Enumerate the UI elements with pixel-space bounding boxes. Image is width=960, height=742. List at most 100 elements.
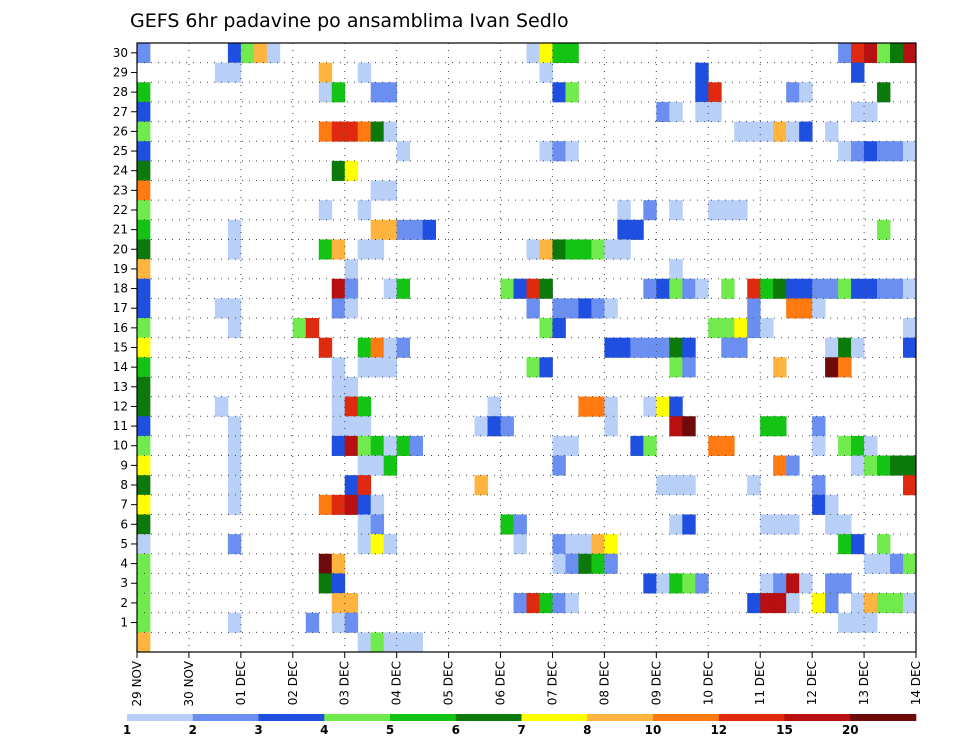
x-tick-label: 05 DEC xyxy=(442,661,456,705)
heatmap-cell xyxy=(656,101,670,122)
heatmap-cell xyxy=(331,494,346,515)
heatmap-cell xyxy=(137,494,151,515)
y-tick-label: 29 xyxy=(113,65,128,79)
heatmap-cell xyxy=(838,141,852,162)
heatmap-cell xyxy=(669,101,683,122)
heatmap-cell xyxy=(552,43,566,64)
heatmap-cell xyxy=(669,514,683,535)
heatmap-cell xyxy=(539,62,553,83)
heatmap-cell xyxy=(357,632,372,653)
heatmap-cell xyxy=(578,239,592,260)
heatmap-cell xyxy=(877,593,891,614)
y-tick-label: 6 xyxy=(120,517,128,531)
heatmap-cell xyxy=(695,278,709,299)
heatmap-cell xyxy=(370,514,385,535)
y-tick-label: 26 xyxy=(113,124,128,138)
heatmap-cell xyxy=(565,298,579,319)
heatmap-cell xyxy=(487,416,501,437)
heatmap-cell xyxy=(357,357,372,378)
heatmap-cell xyxy=(786,278,800,299)
heatmap-cell xyxy=(695,101,709,122)
heatmap-cell xyxy=(565,435,579,456)
colorbar-label: 8 xyxy=(583,723,591,737)
heatmap-cell xyxy=(396,337,411,358)
heatmap-cell xyxy=(656,475,670,496)
heatmap-cell xyxy=(344,259,359,280)
y-tick-label: 9 xyxy=(120,458,128,472)
heatmap-cell xyxy=(565,593,579,614)
heatmap-cell xyxy=(838,573,852,594)
colorbar: 1 2 3 4 5 6 7 8 10 12 15 20 xyxy=(123,714,917,737)
heatmap-cell xyxy=(318,200,333,221)
heatmap-cell xyxy=(825,514,839,535)
heatmap-cell xyxy=(591,396,605,417)
heatmap-cell xyxy=(305,318,320,339)
heatmap-cell xyxy=(851,593,865,614)
heatmap-cell xyxy=(344,376,359,398)
heatmap-cell xyxy=(357,416,372,437)
heatmap-cell xyxy=(552,298,566,319)
colorbar-segment xyxy=(192,714,259,721)
heatmap-cell xyxy=(227,298,242,319)
x-tick-label: 11 DEC xyxy=(753,661,767,705)
heatmap-cell xyxy=(721,200,735,221)
heatmap-cell xyxy=(214,62,229,83)
heatmap-cell xyxy=(669,337,683,358)
heatmap-cell xyxy=(396,632,411,653)
heatmap-cell xyxy=(370,82,385,103)
heatmap-cell xyxy=(253,43,268,64)
heatmap-cell xyxy=(357,62,372,83)
y-tick-label: 7 xyxy=(120,498,128,512)
heatmap-cell xyxy=(331,376,346,398)
heatmap-cell xyxy=(877,82,891,103)
heatmap-cell xyxy=(838,435,852,456)
heatmap-cell xyxy=(552,553,566,574)
heatmap-cell xyxy=(137,475,151,496)
heatmap-cell xyxy=(137,553,151,574)
y-tick-label: 24 xyxy=(113,164,128,178)
heatmap-cell xyxy=(864,593,878,614)
y-tick-label: 3 xyxy=(120,576,128,590)
heatmap-cell xyxy=(877,455,891,476)
heatmap-cell xyxy=(331,593,346,614)
heatmap-cell xyxy=(137,435,151,456)
heatmap-cell xyxy=(344,435,359,456)
heatmap-cell xyxy=(786,593,800,614)
heatmap-cell xyxy=(565,43,579,64)
heatmap-cell xyxy=(604,553,618,574)
heatmap-cell xyxy=(851,101,865,122)
heatmap-cell xyxy=(682,278,696,299)
heatmap-cell xyxy=(539,239,553,260)
heatmap-cell xyxy=(318,239,333,260)
heatmap-cell xyxy=(137,612,151,633)
x-tick-label: 04 DEC xyxy=(390,661,404,705)
heatmap-cell xyxy=(552,593,566,614)
heatmap-cell xyxy=(539,593,553,614)
colorbar-segment xyxy=(390,714,457,721)
heatmap-cell xyxy=(137,318,151,339)
heatmap-cell xyxy=(357,475,372,496)
heatmap-cell xyxy=(604,534,618,555)
heatmap-cell xyxy=(734,200,748,221)
heatmap-cell xyxy=(786,514,800,535)
heatmap-cell xyxy=(656,396,670,417)
heatmap-cell xyxy=(760,121,774,142)
heatmap-cell xyxy=(227,239,242,260)
heatmap-cell xyxy=(409,435,424,456)
heatmap-cell xyxy=(539,43,553,64)
heatmap-cell xyxy=(565,141,579,162)
heatmap-cell xyxy=(786,121,800,142)
heatmap-cell xyxy=(760,593,774,614)
heatmap-cell xyxy=(708,318,722,339)
heatmap-cell xyxy=(838,534,852,555)
heatmap-cell xyxy=(812,593,826,614)
heatmap-cell xyxy=(695,82,709,103)
heatmap-cell xyxy=(357,121,372,142)
heatmap-cell xyxy=(669,278,683,299)
heatmap-cell xyxy=(747,475,761,496)
heatmap-cell xyxy=(799,298,813,319)
x-tick-label: 01 DEC xyxy=(234,661,248,705)
heatmap-cell xyxy=(227,494,242,515)
heatmap-cell xyxy=(344,278,359,299)
y-tick-label: 21 xyxy=(113,223,128,237)
